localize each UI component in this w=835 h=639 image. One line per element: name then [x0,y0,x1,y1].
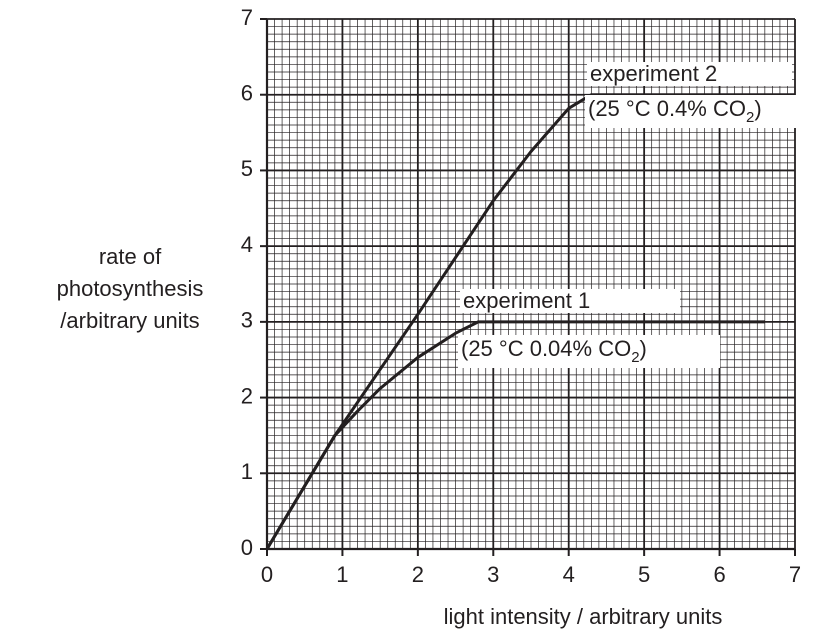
x-axis-label: light intensity / arbitrary units [444,604,723,629]
condition-text: (25 °C 0.04% CO [461,336,631,361]
y-axis-label: rate of [99,244,162,269]
x-tick-label: 3 [487,562,499,587]
y-axis-label: /arbitrary units [60,308,199,333]
x-tick-label: 7 [789,562,801,587]
condition-subscript: 2 [746,109,754,126]
y-tick-label: 1 [241,459,253,484]
series-label: experiment 1 [463,288,590,313]
condition-subscript: 2 [631,349,639,366]
x-tick-label: 4 [563,562,575,587]
y-tick-label: 6 [241,81,253,106]
label-background [585,95,825,128]
condition-text: ) [754,96,761,121]
y-tick-label: 5 [241,156,253,181]
y-tick-label: 4 [241,232,253,257]
series-condition: (25 °C 0.04% CO2) [461,336,647,366]
y-tick-label: 7 [241,5,253,30]
y-tick-label: 0 [241,535,253,560]
y-tick-label: 2 [241,383,253,408]
y-tick-label: 3 [241,308,253,333]
label-background [587,62,792,86]
x-tick-label: 0 [261,562,273,587]
x-tick-label: 6 [713,562,725,587]
y-axis-label: photosynthesis [57,276,204,301]
condition-text: (25 °C 0.4% CO [588,96,746,121]
x-tick-label: 1 [336,562,348,587]
x-tick-label: 2 [412,562,424,587]
label-background [460,289,680,313]
series-condition: (25 °C 0.4% CO2) [588,96,762,126]
series-label: experiment 2 [590,61,717,86]
label-background [458,335,720,368]
x-tick-label: 5 [638,562,650,587]
condition-text: ) [640,336,647,361]
